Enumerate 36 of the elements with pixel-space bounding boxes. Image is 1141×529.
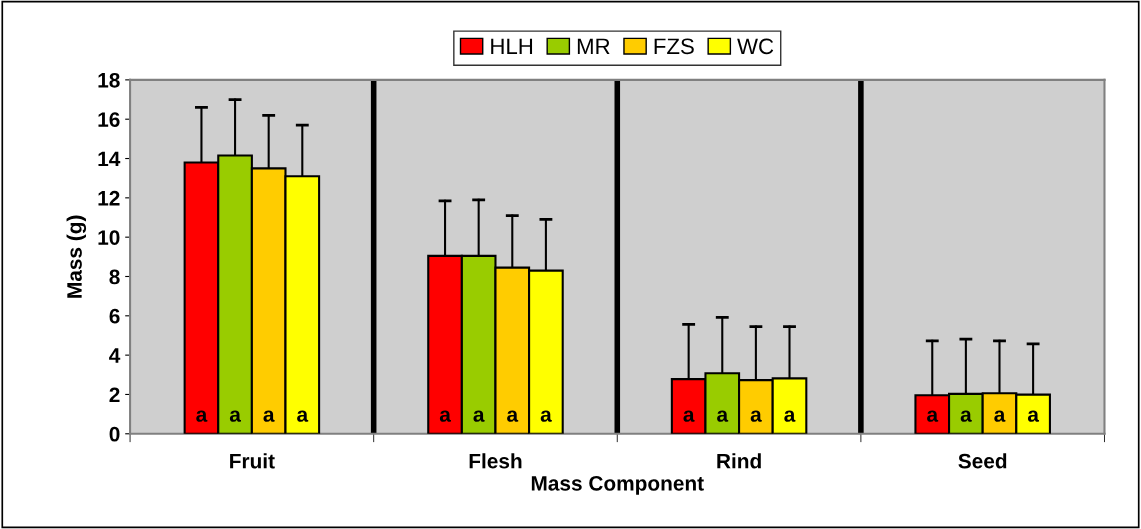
data-label: a bbox=[297, 410, 309, 422]
x-tick-label: Seed bbox=[958, 453, 1007, 469]
x-tick-label: Fruit bbox=[230, 453, 275, 469]
y-tick-label: 4 bbox=[109, 348, 121, 363]
data-label: a bbox=[229, 410, 241, 422]
data-label: a bbox=[994, 410, 1006, 422]
y-tick-label: 12 bbox=[98, 190, 120, 206]
data-label: a bbox=[540, 410, 552, 422]
y-tick-label: 0 bbox=[109, 426, 120, 442]
data-label: a bbox=[1027, 410, 1040, 422]
y-tick-label: 16 bbox=[98, 112, 120, 127]
y-axis-title: Mass (g) bbox=[66, 215, 87, 298]
data-label: a bbox=[784, 410, 796, 422]
data-label: a bbox=[717, 410, 729, 422]
legend-label: WC bbox=[737, 38, 774, 55]
x-axis-title: Mass Component bbox=[531, 475, 704, 495]
data-label: a bbox=[473, 410, 485, 422]
data-label: a bbox=[750, 410, 762, 422]
legend-label: FZS bbox=[654, 38, 694, 55]
x-tick-label: Flesh bbox=[469, 453, 522, 469]
y-tick-label: 2 bbox=[109, 387, 120, 403]
data-label: a bbox=[439, 410, 451, 422]
data-label: a bbox=[960, 410, 972, 422]
data-label: a bbox=[196, 410, 208, 422]
data-label: a bbox=[507, 410, 519, 422]
data-label: a bbox=[927, 410, 939, 422]
y-tick-label: 18 bbox=[98, 72, 120, 88]
legend-label: HLH bbox=[491, 38, 533, 54]
y-tick-label: 6 bbox=[109, 308, 120, 324]
x-tick-label: Rind bbox=[717, 453, 761, 469]
y-tick-label: 8 bbox=[109, 269, 120, 285]
legend-label: MR bbox=[577, 38, 610, 54]
data-label: a bbox=[263, 410, 275, 422]
y-tick-label: 10 bbox=[98, 230, 120, 245]
data-label: a bbox=[683, 410, 695, 422]
y-tick-label: 14 bbox=[98, 151, 121, 167]
